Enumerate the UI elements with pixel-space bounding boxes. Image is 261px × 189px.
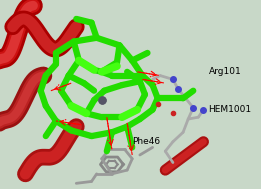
Text: Phe46: Phe46 [132, 137, 160, 146]
Text: HEM1001: HEM1001 [209, 105, 252, 114]
Text: Arg101: Arg101 [209, 67, 241, 76]
